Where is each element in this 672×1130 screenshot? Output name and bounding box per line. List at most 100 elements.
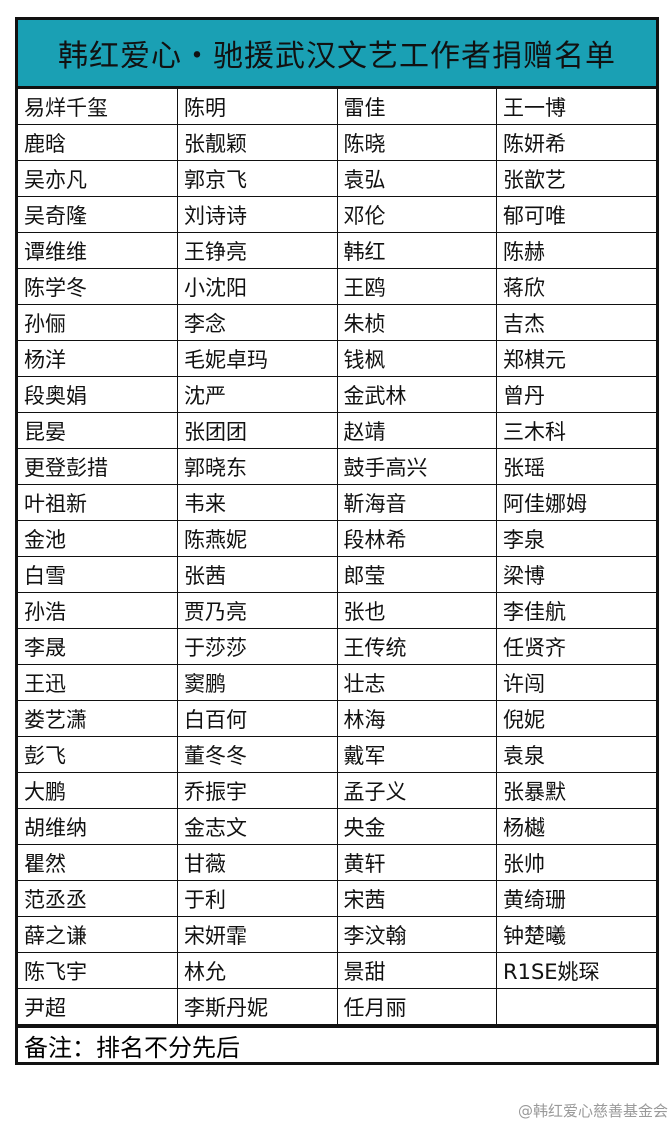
- watermark: @韩红爱心慈善基金会: [517, 1102, 668, 1120]
- donor-list-sheet: 韩红爱心・驰援武汉文艺工作者捐赠名单 易烊千玺 陈明 雷佳 王一博 鹿晗 张靓颖 陈晓 陈妍希…: [15, 17, 659, 1065]
- name-cell: 毛妮卓玛: [177, 340, 338, 377]
- name-cell: 王鸥: [336, 268, 497, 305]
- name-cell: 李斯丹妮: [177, 988, 338, 1025]
- sheet-title: 韩红爱心・驰援武汉文艺工作者捐赠名单: [18, 20, 656, 89]
- name-cell: 杨樾: [496, 808, 656, 845]
- name-cell: 娄艺潇: [18, 700, 178, 737]
- name-cell: 鹿晗: [18, 124, 178, 161]
- name-cell: 张靓颖: [177, 124, 338, 161]
- name-cell: 林海: [336, 700, 497, 737]
- name-cell: 更登彭措: [18, 448, 178, 485]
- name-cell: 彭飞: [18, 736, 178, 773]
- name-cell: 陈妍希: [496, 124, 656, 161]
- name-cell: 叶祖新: [18, 484, 178, 521]
- name-cell: 壮志: [336, 664, 497, 701]
- table-row: 更登彭措 郭晓东 鼓手高兴 张瑶: [18, 448, 656, 485]
- name-cell: 任贤齐: [496, 628, 656, 665]
- name-cell: 阿佳娜姆: [496, 484, 656, 521]
- name-cell: 贾乃亮: [177, 592, 338, 629]
- name-cell: 雷佳: [336, 89, 497, 125]
- name-cell: 大鹏: [18, 772, 178, 809]
- name-cell: 李泉: [496, 520, 656, 557]
- table-row: 瞿然 甘薇 黄轩 张帅: [18, 844, 656, 881]
- name-cell: 宋茜: [336, 880, 497, 917]
- name-cell: 张也: [336, 592, 497, 629]
- name-cell: 袁弘: [336, 160, 497, 197]
- name-cell: 钟楚曦: [496, 916, 656, 953]
- name-cell: 范丞丞: [18, 880, 178, 917]
- table-row: 陈学冬 小沈阳 王鸥 蒋欣: [18, 268, 656, 305]
- name-cell: 于利: [177, 880, 338, 917]
- table-row: 李晟 于莎莎 王传统 任贤齐: [18, 628, 656, 665]
- name-cell: 金志文: [177, 808, 338, 845]
- name-cell: 张暴默: [496, 772, 656, 809]
- name-cell: 王一博: [496, 89, 656, 125]
- name-cell: 刘诗诗: [177, 196, 338, 233]
- table-row: 娄艺潇 白百何 林海 倪妮: [18, 700, 656, 737]
- name-cell: 乔振宇: [177, 772, 338, 809]
- table-row: 昆晏 张团团 赵靖 三木科: [18, 412, 656, 449]
- name-cell: 段林希: [336, 520, 497, 557]
- name-cell: 李佳航: [496, 592, 656, 629]
- table-row: 孙俪 李念 朱桢 吉杰: [18, 304, 656, 341]
- name-cell: 赵靖: [336, 412, 497, 449]
- name-cell: 段奥娟: [18, 376, 178, 413]
- name-cell: 沈严: [177, 376, 338, 413]
- name-cell: 孙浩: [18, 592, 178, 629]
- table-row: 孙浩 贾乃亮 张也 李佳航: [18, 592, 656, 629]
- name-cell: 蒋欣: [496, 268, 656, 305]
- name-cell: 谭维维: [18, 232, 178, 269]
- table-row: 范丞丞 于利 宋茜 黄绮珊: [18, 880, 656, 917]
- name-cell: 韩红: [336, 232, 497, 269]
- name-cell: 白雪: [18, 556, 178, 593]
- name-cell: 瞿然: [18, 844, 178, 881]
- name-cell: 陈晓: [336, 124, 497, 161]
- name-cell: 梁博: [496, 556, 656, 593]
- name-cell: 孙俪: [18, 304, 178, 341]
- name-cell: 靳海音: [336, 484, 497, 521]
- name-cell: 王迅: [18, 664, 178, 701]
- table-row: 杨洋 毛妮卓玛 钱枫 郑棋元: [18, 340, 656, 377]
- note: 备注：排名不分先后: [18, 1025, 656, 1062]
- table-row: 薛之谦 宋妍霏 李汶翰 钟楚曦: [18, 916, 656, 953]
- name-cell: 任月丽: [336, 988, 497, 1025]
- name-cell: 孟子义: [336, 772, 497, 809]
- table-row: 段奥娟 沈严 金武林 曾丹: [18, 376, 656, 413]
- name-cell: 韦来: [177, 484, 338, 521]
- name-cell: 袁泉: [496, 736, 656, 773]
- name-cell: 李晟: [18, 628, 178, 665]
- name-cell: 郑棋元: [496, 340, 656, 377]
- name-cell: 王传统: [336, 628, 497, 665]
- table-row: 吴亦凡 郭京飞 袁弘 张歆艺: [18, 160, 656, 197]
- name-cell: 胡维纳: [18, 808, 178, 845]
- table-row: 吴奇隆 刘诗诗 邓伦 郁可唯: [18, 196, 656, 233]
- name-cell: 陈明: [177, 89, 338, 125]
- name-cell: 张瑶: [496, 448, 656, 485]
- name-cell: 董冬冬: [177, 736, 338, 773]
- name-cell: 张团团: [177, 412, 338, 449]
- name-cell: 张茜: [177, 556, 338, 593]
- name-cell: 甘薇: [177, 844, 338, 881]
- name-cell: 陈飞宇: [18, 952, 178, 989]
- name-cell: 许闯: [496, 664, 656, 701]
- name-cell: 白百何: [177, 700, 338, 737]
- name-cell: 戴军: [336, 736, 497, 773]
- name-cell: 窦鹏: [177, 664, 338, 701]
- name-cell: 曾丹: [496, 376, 656, 413]
- table-row: 白雪 张茜 郎莹 梁博: [18, 556, 656, 593]
- name-cell: 鼓手高兴: [336, 448, 497, 485]
- name-cell: 黄绮珊: [496, 880, 656, 917]
- name-cell: 倪妮: [496, 700, 656, 737]
- name-cell: 景甜: [336, 952, 497, 989]
- table-row: 王迅 窦鹏 壮志 许闯: [18, 664, 656, 701]
- name-cell: 三木科: [496, 412, 656, 449]
- name-cell: 昆晏: [18, 412, 178, 449]
- table-row: 叶祖新 韦来 靳海音 阿佳娜姆: [18, 484, 656, 521]
- name-cell: 尹超: [18, 988, 178, 1025]
- name-cell: 吉杰: [496, 304, 656, 341]
- name-cell: 陈学冬: [18, 268, 178, 305]
- table-row: 尹超 李斯丹妮 任月丽: [18, 988, 656, 1025]
- name-cell: 金池: [18, 520, 178, 557]
- name-cell: 杨洋: [18, 340, 178, 377]
- table-row: 谭维维 王铮亮 韩红 陈赫: [18, 232, 656, 269]
